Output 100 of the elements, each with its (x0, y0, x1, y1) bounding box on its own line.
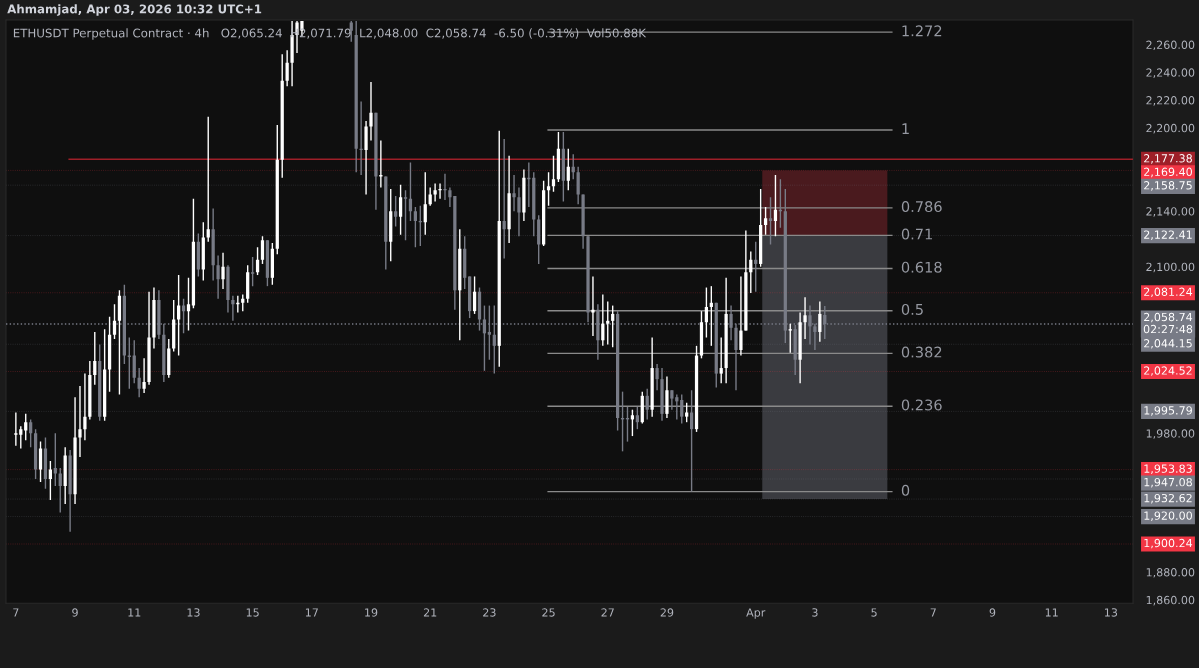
y-tick-label: 2,260.00 (1146, 40, 1195, 51)
ref-line-label: 1,995.79 (1144, 406, 1192, 416)
ref-line-label: 2,158.75 (1144, 181, 1192, 191)
ref-line-label: 2,177.38 (1144, 154, 1192, 164)
candlestick (635, 406, 639, 430)
candlestick (186, 277, 191, 332)
x-tick-label: 21 (423, 608, 437, 617)
candlestick (704, 286, 709, 339)
candlestick (665, 375, 669, 419)
x-tick-label: 23 (483, 608, 496, 617)
candlestick (216, 254, 220, 300)
x-tick-label: 11 (1045, 608, 1058, 617)
ref-line-label: 1,920.00 (1144, 511, 1192, 521)
annotation: 0.236 (901, 399, 942, 411)
candlestick (112, 303, 117, 340)
candlestick (551, 154, 556, 193)
x-tick-label: 29 (660, 608, 674, 617)
ref-line-label: 2,122.41 (1144, 230, 1192, 240)
annotation: 0.786 (901, 201, 942, 213)
annotation: 1 (902, 123, 909, 135)
chart-title: Ahmamjad, Apr 03, 2026 10:32 UTC+1 (7, 4, 262, 16)
candlestick (231, 295, 235, 322)
annotation: 0.382 (901, 346, 942, 358)
candlestick (433, 182, 437, 203)
y-tick-label: 2,240.00 (1146, 68, 1195, 78)
candlestick (349, 20, 353, 43)
ref-line-label: 1,900.24 (1144, 538, 1193, 549)
x-tick-label: 15 (246, 608, 259, 617)
y-tick-label: 2,140.00 (1146, 207, 1195, 217)
candlestick (472, 275, 477, 315)
candlestick (221, 252, 225, 290)
candlestick (364, 120, 368, 196)
ref-line-label: 1,953.83 (1144, 464, 1192, 474)
ref-line-label: 2,024.52 (1144, 366, 1192, 376)
x-tick-label: 25 (542, 608, 555, 617)
candlestick (132, 339, 136, 385)
x-tick-label: 9 (72, 608, 78, 617)
candlestick (591, 275, 595, 337)
ref-line-label: 2,081.24 (1144, 287, 1193, 298)
candlestick (285, 49, 289, 87)
candlestick (670, 389, 674, 411)
x-tick-label: 27 (601, 608, 614, 617)
candlestick (818, 300, 822, 343)
candlestick (137, 367, 141, 398)
candlestick (93, 331, 97, 386)
candlestick (142, 357, 146, 394)
candlestick (606, 300, 610, 346)
candlestick (423, 171, 427, 236)
candlestick (566, 148, 570, 192)
candlestick (739, 275, 743, 357)
candlestick (24, 413, 28, 441)
x-tick-label: 19 (365, 608, 378, 617)
ref-line-label: 2,058.74 02:27:48 (1143, 312, 1193, 334)
candlestick (398, 184, 403, 236)
y-tick-label: 2,200.00 (1146, 123, 1195, 134)
x-tick-label: 3 (812, 608, 818, 617)
candlestick (413, 206, 418, 248)
x-tick-label: 11 (128, 608, 141, 617)
candlestick (576, 166, 580, 205)
x-tick-label: 9 (989, 608, 996, 617)
ref-line-label: 2,169.40 (1144, 167, 1192, 178)
annotation: 1.272 (902, 25, 942, 37)
candlestick (719, 336, 723, 385)
candlestick (19, 425, 23, 450)
candlestick (768, 196, 773, 246)
candlestick (29, 418, 33, 448)
candlestick (394, 195, 398, 228)
ref-line-label: 2,044.15 (1144, 339, 1192, 349)
candlestick (773, 174, 778, 237)
y-tick-label: 1,980.00 (1146, 429, 1195, 439)
x-tick-label: 7 (13, 608, 19, 617)
x-tick-label: Apr (746, 608, 766, 619)
candlestick (369, 81, 373, 142)
candlestick (83, 372, 87, 441)
candlestick (403, 189, 408, 242)
candlestick (517, 186, 521, 237)
y-tick-label: 2,220.00 (1146, 96, 1195, 106)
candlestick (803, 296, 807, 340)
candlestick (206, 116, 210, 243)
candlestick (645, 388, 649, 421)
candlestick (260, 235, 265, 265)
candlestick (655, 363, 659, 391)
candlestick (53, 432, 57, 487)
candlestick (512, 174, 516, 212)
x-tick-label: 13 (187, 608, 200, 617)
candlestick (250, 256, 255, 287)
candlestick (78, 385, 82, 458)
candlestick (763, 206, 768, 236)
candlestick (48, 460, 53, 501)
candlestick (611, 304, 615, 348)
x-tick-label: 7 (930, 608, 936, 617)
x-tick-label: 17 (305, 608, 318, 617)
annotation: 0.71 (901, 228, 932, 240)
y-tick-label: 1,860.00 (1146, 595, 1195, 606)
ref-line-label: 1,932.62 (1144, 493, 1192, 504)
x-tick-label: 5 (871, 608, 877, 617)
x-tick-label: 13 (1105, 608, 1118, 617)
annotation: 0.5 (901, 303, 923, 315)
candlestick (685, 402, 689, 423)
candlestick (14, 411, 18, 447)
